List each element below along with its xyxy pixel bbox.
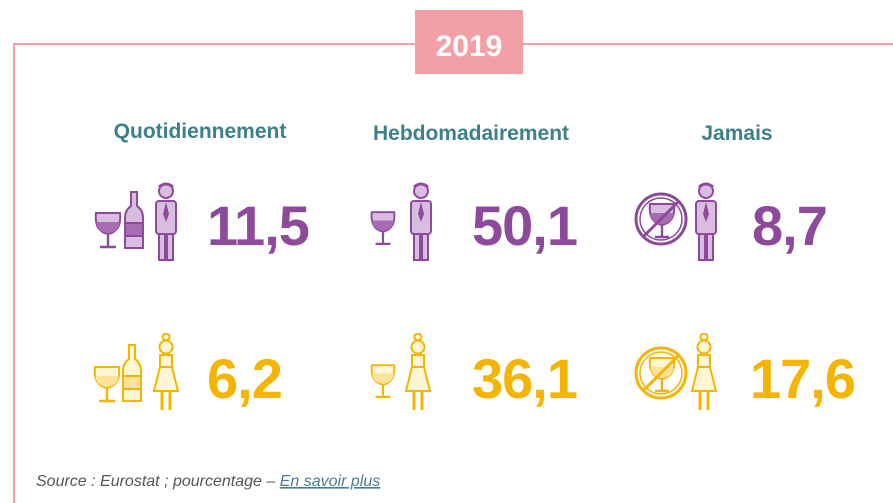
- woman-icon: [690, 333, 718, 412]
- glass-icon: [94, 211, 122, 249]
- value-women: 17,6: [750, 347, 855, 410]
- source-line: Source : Eurostat ; pourcentage – En sav…: [36, 473, 380, 490]
- value-men: 8,7: [752, 194, 827, 257]
- icons-men: [94, 182, 718, 262]
- no-drink-icon: [634, 192, 688, 246]
- year: 2019: [436, 30, 503, 63]
- source: Source : Eurostat ; pourcentage –: [36, 473, 275, 490]
- column-label: Hebdomadairement: [373, 122, 569, 145]
- value-men: 50,1: [472, 194, 577, 257]
- value-women: 6,2: [207, 347, 282, 410]
- bottle-icon: [122, 344, 142, 402]
- glass-icon: [93, 365, 121, 403]
- year-badge: [415, 10, 523, 74]
- column-label: Quotidiennement: [114, 120, 287, 143]
- column-label: Jamais: [701, 122, 772, 145]
- icons-women: [93, 333, 718, 412]
- man-icon: [694, 182, 718, 262]
- woman-icon: [404, 333, 432, 412]
- bottle-icon: [124, 191, 144, 249]
- glass-icon: [370, 210, 396, 246]
- more-link[interactable]: En savoir plus: [280, 473, 381, 490]
- value-women: 36,1: [472, 347, 577, 410]
- no-drink-icon: [634, 346, 688, 400]
- woman-icon: [152, 333, 180, 412]
- frame: [13, 43, 893, 503]
- man-icon: [409, 182, 433, 262]
- man-icon: [154, 182, 178, 262]
- value-men: 11,5: [207, 194, 309, 257]
- glass-icon: [370, 363, 396, 399]
